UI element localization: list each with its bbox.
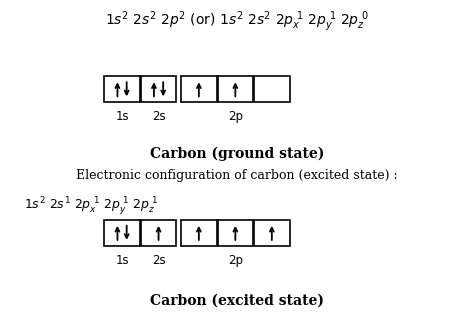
Bar [181, 76, 217, 102]
Text: 2p: 2p [228, 110, 243, 123]
Text: Electronic configuration of carbon (excited state) :: Electronic configuration of carbon (exci… [76, 169, 398, 182]
Bar [218, 220, 253, 246]
Text: $1s^2\ 2s^1\ 2p_x^{\ 1}\ 2p_y^{\ 1}\ 2p_z^{\ 1}$: $1s^2\ 2s^1\ 2p_x^{\ 1}\ 2p_y^{\ 1}\ 2p_… [24, 195, 158, 217]
Text: Carbon (ground state): Carbon (ground state) [150, 147, 324, 161]
Text: 1s: 1s [115, 110, 129, 123]
Bar [218, 76, 253, 102]
Text: $1s^2\ 2s^2\ 2p^2\ \mathrm{(or)}\ 1s^2\ 2s^2\ 2p_x^{\ 1}\ 2p_y^{\ 1}\ 2p_z^{\ 0}: $1s^2\ 2s^2\ 2p^2\ \mathrm{(or)}\ 1s^2\ … [105, 10, 369, 34]
Bar [254, 76, 290, 102]
Text: 1s: 1s [115, 254, 129, 267]
Bar [254, 220, 290, 246]
Text: Carbon (excited state): Carbon (excited state) [150, 293, 324, 308]
Text: 2s: 2s [152, 110, 165, 123]
Bar [104, 220, 140, 246]
Text: 2s: 2s [152, 254, 165, 267]
Bar [104, 76, 140, 102]
Bar [141, 76, 176, 102]
Text: 2p: 2p [228, 254, 243, 267]
Bar [141, 220, 176, 246]
Bar [181, 220, 217, 246]
